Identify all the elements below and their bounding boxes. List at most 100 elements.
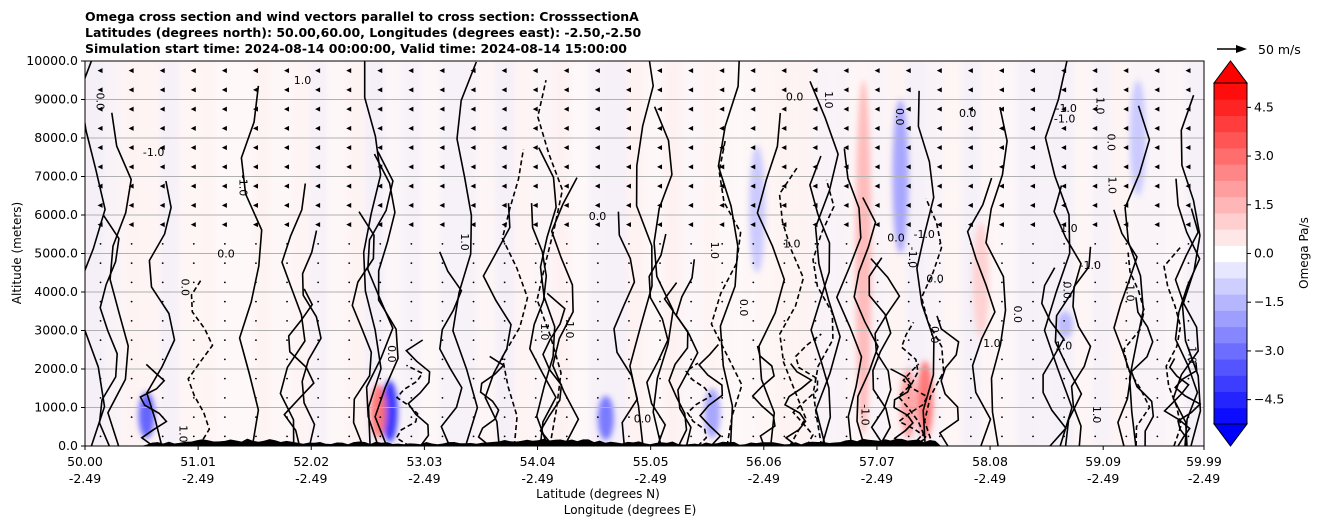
wind-vector-arrow [439,68,445,74]
wind-vector-dot [317,358,320,361]
wind-vector-arrow [657,202,663,208]
wind-vector-dot [1187,262,1190,265]
contour-line [853,197,879,446]
wind-vector-dot [223,281,226,284]
wind-vector-arrow [532,125,538,131]
wind-vector-arrow [1154,125,1160,131]
wind-vector-arrow [190,125,196,131]
wind-vector-dot [1156,358,1159,361]
wind-vector-dot [161,262,164,265]
contour-label: 0.0 [926,273,944,286]
wind-vector-dot [565,377,568,380]
wind-vector-dot [317,396,320,399]
contour-label: 0.0 [1061,282,1074,300]
wind-vector-arrow [315,145,321,151]
wind-vector-dot [255,339,257,342]
contour-label: 0.0 [634,413,652,426]
contour-line [710,140,743,446]
wind-vector-arrow [967,106,973,112]
contour-label: -1.0 [1055,102,1076,115]
wind-vector-dot [1125,262,1128,265]
x-tick-label-lon: -2.49 [748,471,780,486]
contour-label: 0.0 [928,326,941,344]
wind-vector-arrow [346,145,352,151]
contour-line [438,251,463,446]
wind-vector-dot [410,339,413,342]
wind-vector-arrow [812,202,818,208]
y-tick-label: 5000.0 [34,246,78,261]
wind-vector-dot [783,396,786,399]
wind-vector-dot [1187,300,1190,303]
wind-vector-dot [379,281,382,284]
wind-vector-arrow [408,222,414,228]
contour-label: 1.0 [1060,222,1078,235]
wind-vector-dot [1063,377,1066,380]
wind-vector-dot [876,281,879,284]
contour-line [613,211,639,446]
y-tick-label: 7000.0 [34,169,78,184]
wind-vector-dot [534,319,537,322]
wind-vector-dot [659,396,661,399]
wind-vector-arrow [252,222,258,228]
wind-vector-dot [99,242,102,245]
wind-vector-dot [628,339,630,342]
wind-vector-arrow [1061,222,1067,228]
wind-vector-dot [317,435,320,438]
wind-vector-dot [907,416,910,419]
wind-vector-arrow [594,164,600,170]
wind-vector-dot [410,242,413,245]
wind-vector-arrow [408,106,414,112]
wind-vector-arrow [594,106,600,112]
wind-vector-dot [1187,435,1190,438]
wind-vector-arrow [998,106,1004,112]
wind-vector-arrow [501,202,507,208]
contour-line [501,149,529,446]
wind-vector-arrow [625,125,631,131]
wind-vector-arrow [563,202,569,208]
wind-vector-arrow [1061,106,1067,112]
wind-vector-dot [845,377,848,380]
wind-vector-arrow [719,125,725,131]
wind-vector-arrow [1154,106,1160,112]
contour-line [783,363,813,446]
wind-vector-dot [503,416,506,419]
wind-vector-arrow [315,87,321,93]
contour-label: 1.0 [983,337,1001,350]
wind-vector-dot [938,377,941,380]
wind-vector-arrow [532,145,538,151]
wind-vector-arrow [377,222,383,228]
wind-vector-arrow [284,125,290,131]
wind-vector-arrow [998,222,1004,228]
wind-vector-arrow [190,222,196,228]
y-tick-label: 0.0 [58,438,78,453]
colorbar-segment [1214,391,1247,409]
contour-label: 0.0 [589,210,607,223]
wind-vector-arrow [501,125,507,131]
wind-vector-dot [596,262,599,265]
wind-vector-dot [130,300,133,303]
wind-vector-dot [1125,242,1128,245]
wind-vector-dot [441,281,444,284]
wind-vector-arrow [750,106,756,112]
wind-vector-arrow [439,222,445,228]
wind-vector-dot [317,377,320,380]
colorbar-tick-label: −4.5 [1254,392,1284,407]
omega-contours [85,61,1202,446]
wind-vector-dot [690,242,693,245]
contour-line [1053,185,1083,446]
wind-vector-arrow [159,145,165,151]
wind-vector-dot [565,300,568,303]
wind-vector-arrow [1030,183,1036,189]
wind-vector-dot [1094,435,1097,438]
wind-vector-dot [410,377,413,380]
wind-vector-dot [690,262,693,265]
wind-vector-arrow [532,222,538,228]
wind-vector-dot [286,435,288,438]
wind-vector-dot [752,339,755,342]
wind-vector-dot [1094,377,1097,380]
wind-vector-dot [845,396,848,399]
wind-vector-arrow [346,106,352,112]
wind-vector-dot [876,416,879,419]
wind-vector-dot [907,319,910,322]
wind-vector-dot [565,339,568,342]
